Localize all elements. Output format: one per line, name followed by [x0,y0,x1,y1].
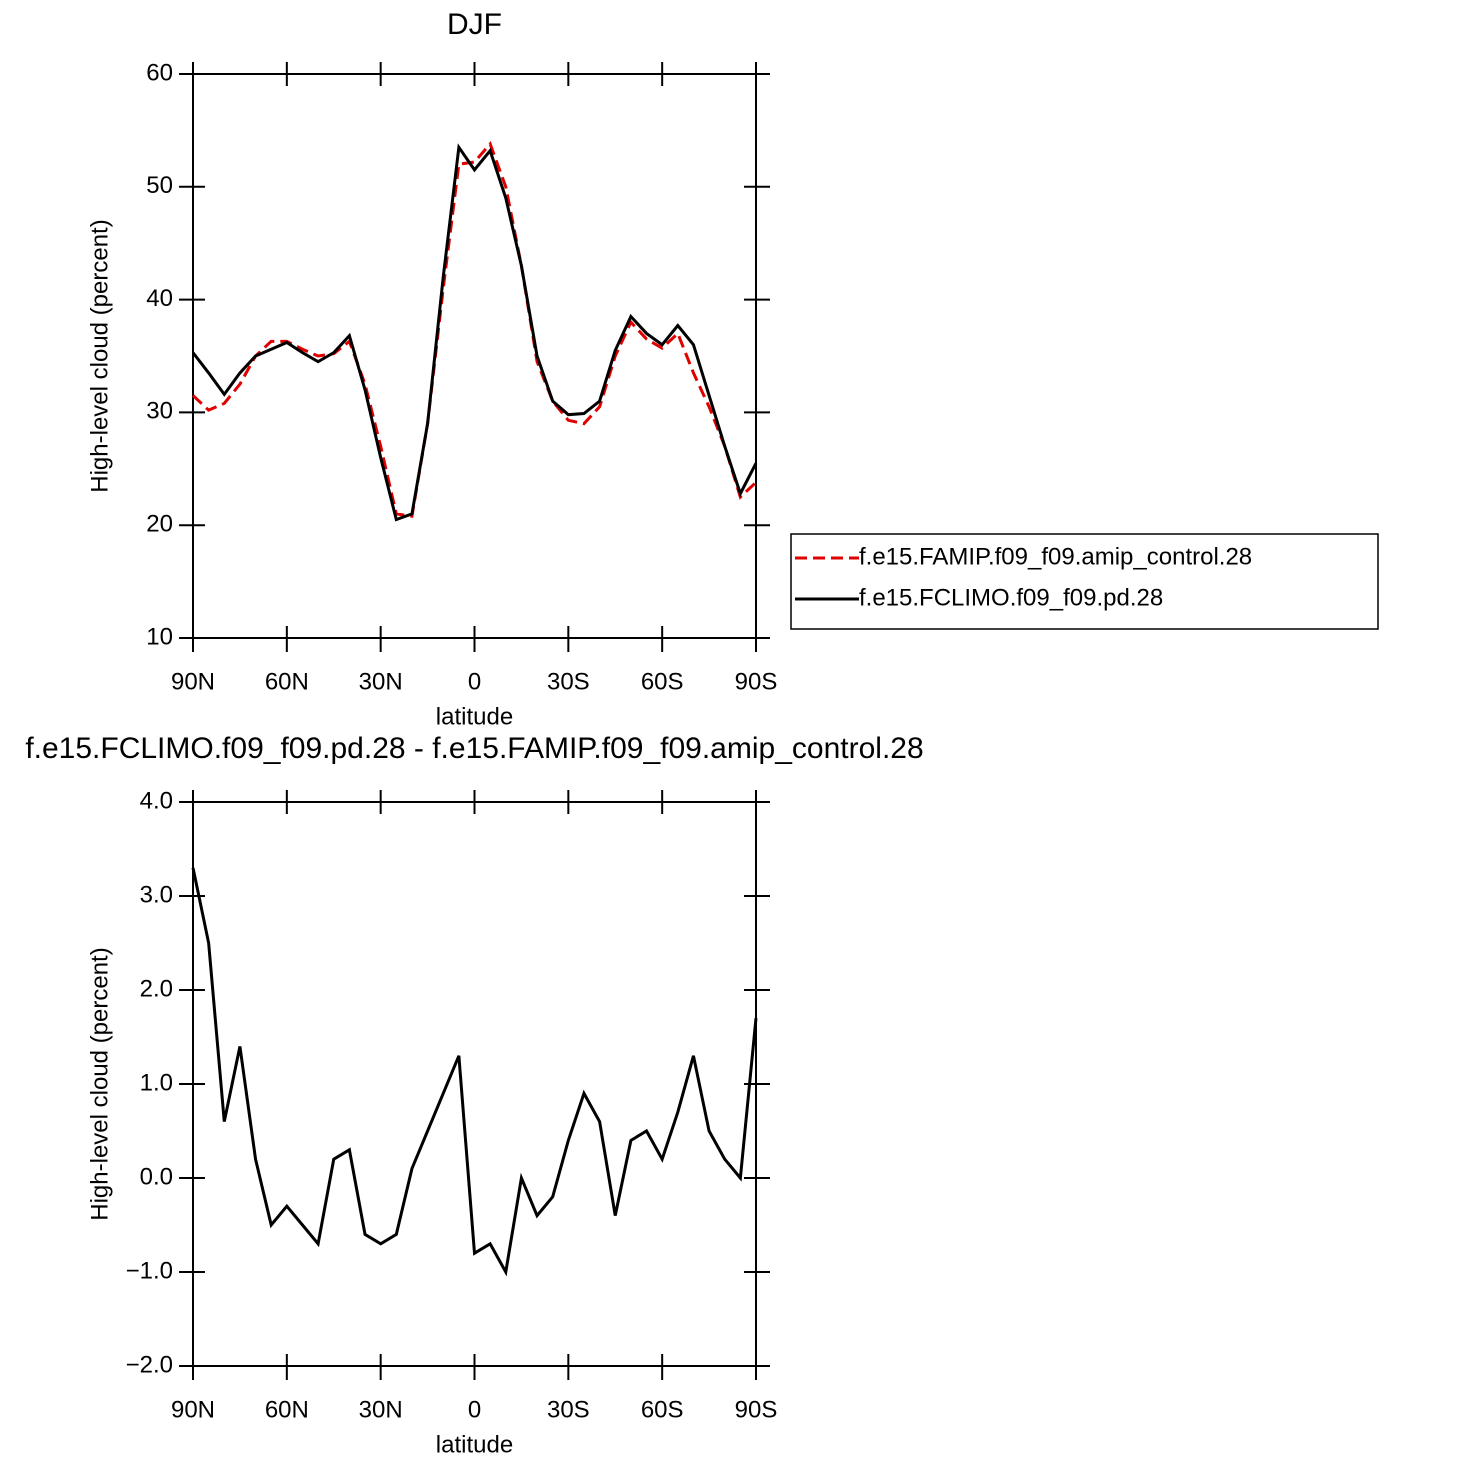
x-tick-label: 30N [359,1396,403,1423]
x-tick-label: 30S [547,1396,590,1423]
plot-frame [192,73,757,639]
y-tick-label: 30 [146,398,173,425]
x-tick-label: 90S [735,1396,778,1423]
x-tick-label: 60S [641,668,684,695]
x-tick-label: 0 [468,668,481,695]
y-axis-label: High-level cloud (percent) [86,219,113,492]
x-tick-label: 60N [265,668,309,695]
data-line [191,143,758,522]
y-tick-label: 10 [146,623,173,650]
data-line [191,141,758,518]
y-tick-label: −2.0 [126,1351,173,1378]
legend-entry: f.e15.FCLIMO.f09_f09.pd.28 [859,584,1163,611]
x-axis-label: latitude [436,703,513,730]
chart-title: DJF [447,8,502,41]
legend-box [790,533,1379,630]
y-tick-label: 50 [146,172,173,199]
y-tick-label: 20 [146,511,173,538]
y-tick-label: 3.0 [140,881,173,908]
y-tick-label: 40 [146,285,173,312]
y-tick-label: 60 [146,59,173,86]
plot-frame [192,801,757,1367]
x-axis-label: latitude [436,1431,513,1458]
data-line [191,867,758,1277]
x-tick-label: 30S [547,668,590,695]
y-tick-label: 2.0 [140,975,173,1002]
x-tick-label: 0 [468,1396,481,1423]
x-tick-label: 90N [171,668,215,695]
y-tick-label: 0.0 [140,1163,173,1190]
x-tick-label: 90N [171,1396,215,1423]
y-tick-label: −1.0 [126,1257,173,1284]
x-tick-label: 90S [735,668,778,695]
x-tick-label: 30N [359,668,403,695]
x-tick-label: 60S [641,1396,684,1423]
y-tick-label: 4.0 [140,787,173,814]
y-axis-label: High-level cloud (percent) [86,947,113,1220]
legend-entry: f.e15.FAMIP.f09_f09.amip_control.28 [859,543,1252,570]
x-tick-label: 60N [265,1396,309,1423]
chart-title: f.e15.FCLIMO.f09_f09.pd.28 - f.e15.FAMIP… [25,732,923,765]
y-tick-label: 1.0 [140,1069,173,1096]
